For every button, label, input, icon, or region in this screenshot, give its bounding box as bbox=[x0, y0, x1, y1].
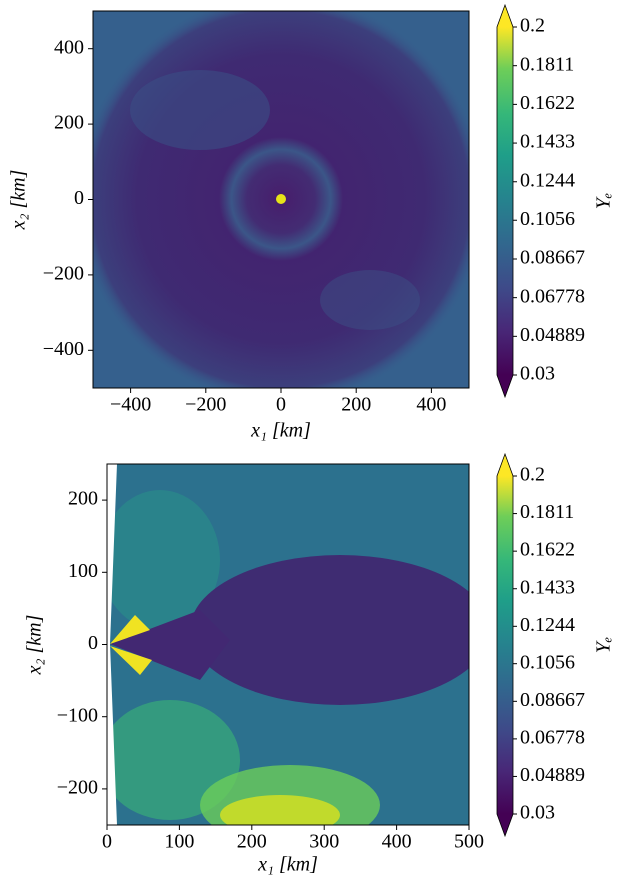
colorbar bbox=[497, 27, 513, 375]
y-tick-label: −200 bbox=[43, 262, 84, 284]
x-axis-label: x₁ [km] bbox=[257, 854, 318, 876]
colorbar-tick-label: 0.03 bbox=[520, 363, 555, 385]
y-tick-label: 100 bbox=[68, 560, 98, 582]
colorbar-tick-label: 0.1811 bbox=[520, 501, 574, 523]
y-tick-label: 400 bbox=[54, 36, 84, 58]
colorbar-tick-label: 0.1433 bbox=[520, 131, 575, 153]
colorbar-tick-label: 0.1244 bbox=[520, 614, 575, 636]
colorbar-extend bbox=[497, 375, 513, 397]
x-tick-label: 200 bbox=[341, 394, 371, 416]
colorbar-tick-label: 0.06778 bbox=[520, 285, 585, 307]
colorbar-extend bbox=[497, 454, 513, 476]
colorbar-tick-label: 0.04889 bbox=[520, 324, 585, 346]
colorbar-extend bbox=[497, 5, 513, 27]
x-tick-label: 200 bbox=[237, 831, 267, 853]
colorbar-tick-label: 0.2 bbox=[520, 464, 545, 486]
colorbar-tick-label: 0.1244 bbox=[520, 169, 575, 191]
y-tick-label: 200 bbox=[68, 488, 98, 510]
x-tick-label: 0 bbox=[102, 831, 112, 853]
y-tick-label: −200 bbox=[57, 776, 98, 798]
colorbar-tick-label: 0.1056 bbox=[520, 651, 575, 673]
y-tick-label: 0 bbox=[74, 187, 84, 209]
field-image bbox=[107, 464, 469, 825]
x-tick-label: 500 bbox=[454, 831, 484, 853]
x-tick-label: 100 bbox=[164, 831, 194, 853]
colorbar-tick-label: 0.03 bbox=[520, 802, 555, 824]
x-tick-label: 400 bbox=[416, 394, 446, 416]
y-axis-label: x₂ [km] bbox=[24, 615, 46, 676]
x-tick-label: 300 bbox=[309, 831, 339, 853]
colorbar-tick-label: 0.08667 bbox=[520, 689, 585, 711]
field-image bbox=[93, 11, 469, 388]
y-tick-label: −400 bbox=[43, 338, 84, 360]
colorbar-tick-label: 0.1622 bbox=[520, 92, 575, 114]
x-tick-label: −200 bbox=[185, 394, 226, 416]
colorbar-tick-label: 0.1811 bbox=[520, 53, 574, 75]
colorbar-tick-label: 0.2 bbox=[520, 15, 545, 37]
colorbar-tick-label: 0.1056 bbox=[520, 208, 575, 230]
colorbar-tick-label: 0.04889 bbox=[520, 764, 585, 786]
colorbar-tick-label: 0.1433 bbox=[520, 576, 575, 598]
y-tick-label: 0 bbox=[88, 632, 98, 654]
colorbar-label: Yₑ bbox=[593, 193, 615, 209]
x-tick-label: −400 bbox=[110, 394, 151, 416]
y-tick-label: −100 bbox=[57, 704, 98, 726]
colorbar bbox=[497, 476, 513, 814]
colorbar-extend bbox=[497, 814, 513, 836]
x-axis-label: x₁ [km] bbox=[250, 420, 311, 442]
colorbar-tick-label: 0.08667 bbox=[520, 247, 585, 269]
colorbar-tick-label: 0.1622 bbox=[520, 539, 575, 561]
x-tick-label: 400 bbox=[382, 831, 412, 853]
colorbar-label: Yₑ bbox=[593, 637, 615, 653]
y-axis-label: x₂ [km] bbox=[8, 170, 30, 231]
colorbar-tick-label: 0.06778 bbox=[520, 726, 585, 748]
y-tick-label: 200 bbox=[54, 112, 84, 134]
x-tick-label: 0 bbox=[276, 394, 286, 416]
